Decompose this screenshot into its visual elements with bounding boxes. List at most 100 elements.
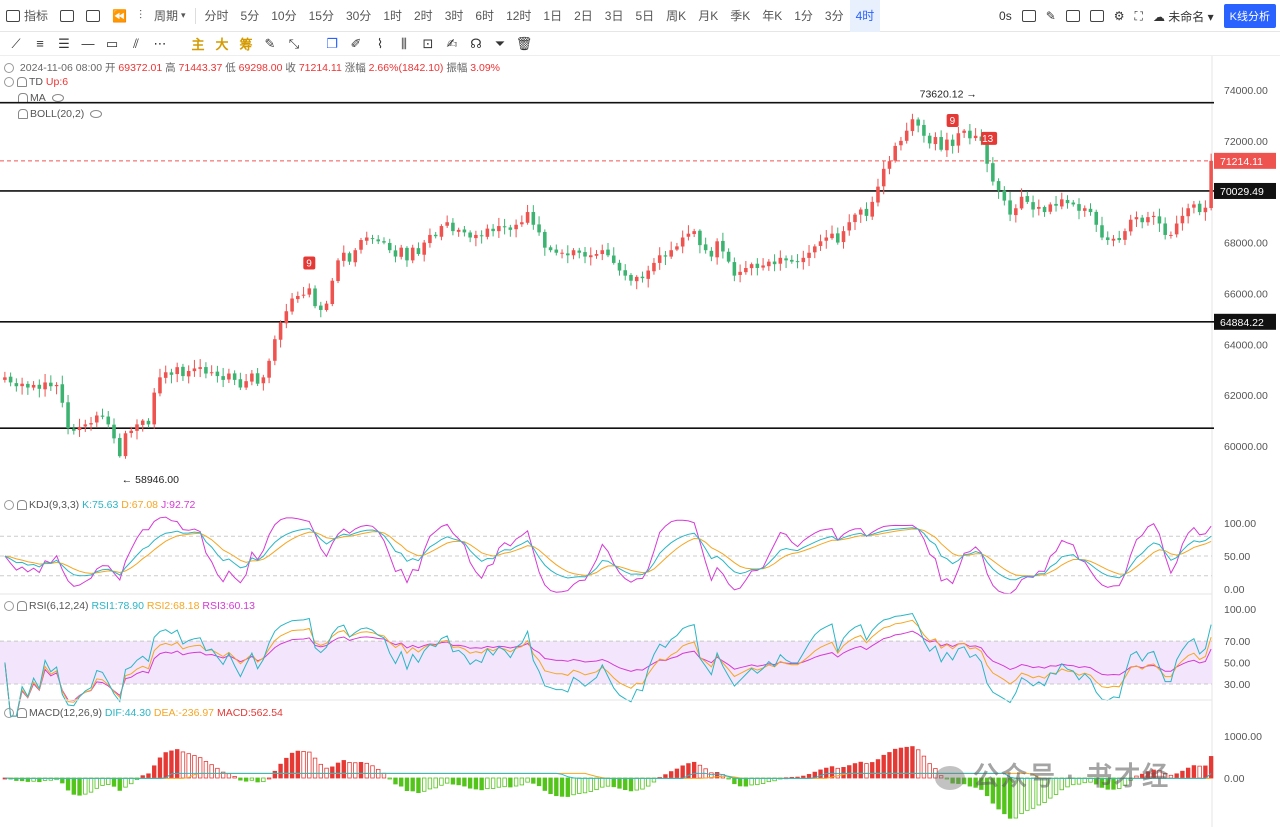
trash-tool-icon[interactable]: 🗑 xyxy=(515,35,533,51)
macd-indicator-label[interactable]: MACD(12,26,9) DIF:44.30 DEA:-236.97 MACD… xyxy=(4,707,283,719)
period-label: 周期 xyxy=(153,9,178,23)
collapse-icon xyxy=(4,500,14,511)
period-tab[interactable]: 2日 xyxy=(574,9,593,23)
candle-body xyxy=(1192,204,1196,208)
collapse-icon[interactable] xyxy=(4,63,14,74)
boll-indicator-label[interactable]: BOLL(20,2) xyxy=(18,108,103,120)
candle-body xyxy=(726,251,731,262)
filter-tool-icon[interactable]: ⏷ xyxy=(494,35,506,51)
amp-value: 3.09% xyxy=(470,62,501,74)
brush-tool-icon[interactable]: ✐ xyxy=(350,35,362,51)
y-tick-label: 72000.00 xyxy=(1224,136,1268,148)
macd-histogram-bar xyxy=(973,777,978,788)
candle-tool-icon[interactable]: ⫼ xyxy=(401,35,407,51)
period-tab[interactable]: 季K xyxy=(730,9,751,23)
period-tab[interactable]: 12时 xyxy=(506,9,532,23)
candle-body xyxy=(835,233,840,243)
candle-body xyxy=(554,249,559,253)
td-indicator-label[interactable]: TD Up:6 xyxy=(4,76,68,88)
lock-tool-icon[interactable]: ⊡ xyxy=(422,35,434,51)
pencil-icon[interactable]: ✎ xyxy=(1045,9,1056,23)
chart-icon xyxy=(6,9,20,22)
candle-body xyxy=(709,250,714,257)
hline-tool-icon[interactable]: ≡ xyxy=(36,36,44,51)
macd-histogram-bar xyxy=(399,777,404,787)
period-tab[interactable]: 月K xyxy=(698,9,719,23)
macd-histogram-bar xyxy=(577,777,582,794)
big-order-tool[interactable]: 大 xyxy=(215,37,229,52)
period-tab[interactable]: 3时 xyxy=(444,9,464,23)
macd-histogram-bar xyxy=(640,777,645,790)
period-tab[interactable]: 3日 xyxy=(604,9,624,23)
macd-histogram-bar xyxy=(364,762,369,779)
period-tab[interactable]: 分时 xyxy=(204,9,229,23)
crop-icon[interactable] xyxy=(1065,10,1080,22)
kline-analysis-button[interactable]: K线分析 xyxy=(1223,4,1276,28)
candle-body xyxy=(72,428,76,431)
macd-histogram-bar xyxy=(335,762,341,779)
measure-tool-icon[interactable]: ⤡ xyxy=(288,35,300,51)
candle-body xyxy=(1014,208,1018,216)
period-dropdown[interactable]: 周期 ▾ xyxy=(148,0,192,32)
macd-histogram-bar xyxy=(875,759,881,779)
candle-body xyxy=(721,240,725,252)
period-tab[interactable]: 2时 xyxy=(414,9,433,23)
fullscreen-icon[interactable]: ⛶ xyxy=(1134,8,1143,23)
magnet-tool-icon[interactable]: ☊ xyxy=(470,35,482,51)
ray-tool-icon[interactable]: — xyxy=(81,36,95,51)
eye-icon[interactable] xyxy=(90,110,103,119)
cloud-save[interactable]: ☁ 未命名 ▾ xyxy=(1152,9,1214,24)
calendar-button[interactable] xyxy=(54,0,80,32)
candle-body xyxy=(135,424,139,431)
edit-tool-icon[interactable]: ✎ xyxy=(264,35,276,51)
kdj-indicator-label[interactable]: KDJ(9,3,3) K:75.63 D:67.08 J:92.72 xyxy=(4,499,195,511)
period-tab[interactable]: 年K xyxy=(762,9,783,23)
candle-body xyxy=(698,230,702,246)
macd-histogram-bar xyxy=(347,761,352,779)
chip-tool[interactable]: 筹 xyxy=(239,37,253,52)
rect-tool-icon[interactable]: ▭ xyxy=(105,35,119,51)
period-tab[interactable]: 周K xyxy=(666,9,687,23)
channel-tool-icon[interactable]: ☰ xyxy=(58,35,70,51)
eye-icon[interactable] xyxy=(51,94,64,103)
candle-body xyxy=(152,392,156,425)
macd-histogram-bar xyxy=(617,777,622,789)
period-tab[interactable]: 30分 xyxy=(345,9,372,23)
period-tab[interactable]: 6时 xyxy=(475,9,495,23)
camera-icon[interactable] xyxy=(1021,10,1036,22)
period-tab[interactable]: 3分 xyxy=(824,9,844,23)
layout-button[interactable] xyxy=(80,0,106,32)
indicator-button[interactable]: 指标 xyxy=(0,0,54,32)
candle-type-button[interactable]: ⫶ xyxy=(133,0,148,32)
main-force-tool[interactable]: 主 xyxy=(191,37,205,52)
period-tab[interactable]: 1分 xyxy=(794,9,813,23)
candle-body xyxy=(652,262,656,272)
period-tab[interactable]: 1时 xyxy=(383,9,402,23)
open-label: 开 xyxy=(104,62,116,74)
chart-canvas[interactable]: 60000.00 62000.00 64000.00 66000.00 68000.00… xyxy=(0,56,1280,827)
period-tab[interactable]: 5分 xyxy=(240,9,260,23)
candle-body xyxy=(1128,219,1133,232)
macd-histogram-bar xyxy=(192,755,197,779)
period-tab[interactable]: 4时 xyxy=(849,0,881,32)
path-tool-icon[interactable]: ⌇ xyxy=(376,35,384,51)
note-tool-icon[interactable]: ✍ xyxy=(446,35,458,51)
rsi-axis-label: 100.00 xyxy=(1224,604,1256,616)
period-tab[interactable]: 15分 xyxy=(308,9,334,23)
candle-body xyxy=(301,294,306,296)
period-tab[interactable]: 1日 xyxy=(543,9,563,23)
candle-body xyxy=(916,119,920,126)
period-tab[interactable]: 10分 xyxy=(271,9,297,23)
fib-tool-icon[interactable]: ⫽ xyxy=(133,35,139,51)
gear-icon[interactable]: ⚙ xyxy=(1113,9,1125,23)
copy-tool-icon[interactable]: ❐ xyxy=(326,35,338,51)
rewind-button[interactable]: ⏪ xyxy=(106,0,133,32)
period-tab[interactable]: 5日 xyxy=(635,9,655,23)
candle-body xyxy=(341,252,346,261)
more-tools-icon[interactable]: ⋯ xyxy=(153,35,167,51)
line-tool-icon[interactable]: ⟋ xyxy=(11,35,21,51)
rsi-indicator-label[interactable]: RSI(6,12,24) RSI1:78.90 RSI2:68.18 RSI3:… xyxy=(4,600,255,612)
candle-body xyxy=(376,239,381,242)
save-icon[interactable] xyxy=(1089,10,1104,22)
low-annotation: ← 58946.00 xyxy=(122,474,179,486)
